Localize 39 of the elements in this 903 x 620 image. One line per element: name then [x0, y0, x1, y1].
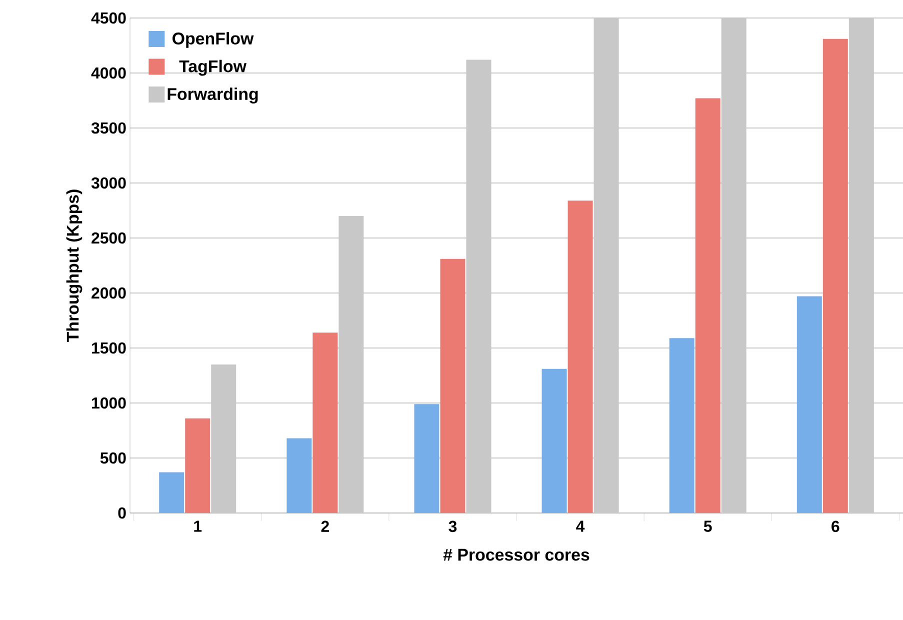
- y-tick-label: 1000: [92, 397, 126, 409]
- bar: [440, 258, 466, 513]
- y-tick-label: 2000: [92, 287, 126, 299]
- bar: [338, 216, 364, 513]
- bar: [848, 18, 874, 513]
- x-tick-label: 1: [194, 520, 202, 532]
- bar: [594, 18, 619, 513]
- y-tick-label: 4500: [91, 12, 126, 24]
- bar: [159, 472, 184, 513]
- x-axis-title: # Processor cores: [443, 548, 590, 561]
- bar: [822, 38, 848, 513]
- bar: [185, 418, 210, 513]
- bar: [796, 296, 822, 513]
- y-tick-label: 3500: [91, 122, 126, 134]
- bar: [721, 18, 746, 513]
- bar: [414, 404, 440, 513]
- bar: [312, 332, 338, 513]
- bar: [669, 338, 694, 513]
- bar: [542, 368, 567, 513]
- legend-label: OpenFlow: [172, 32, 254, 48]
- x-tick-label: 5: [704, 520, 712, 532]
- bar: [211, 364, 236, 513]
- y-tick-label: 1500: [92, 342, 126, 354]
- legend-label: TagFlow: [179, 60, 247, 76]
- y-tick-label: 3000: [91, 177, 126, 189]
- legend-label: Forwarding: [168, 88, 258, 104]
- x-tick-label: 6: [832, 520, 840, 532]
- y-tick-label: 2500: [92, 232, 126, 244]
- x-tick-label: 2: [321, 520, 329, 532]
- y-axis-title: Throughput (Kpps): [66, 190, 82, 342]
- y-tick-label: 0: [118, 507, 126, 519]
- x-tick-label: 4: [576, 520, 585, 532]
- bar: [466, 60, 492, 513]
- y-tick-label: 4000: [91, 67, 126, 79]
- y-tick-label: 500: [100, 452, 126, 464]
- bar: [286, 438, 312, 513]
- bar: [568, 200, 593, 513]
- x-tick-label: 3: [448, 520, 457, 532]
- bar: [695, 98, 720, 513]
